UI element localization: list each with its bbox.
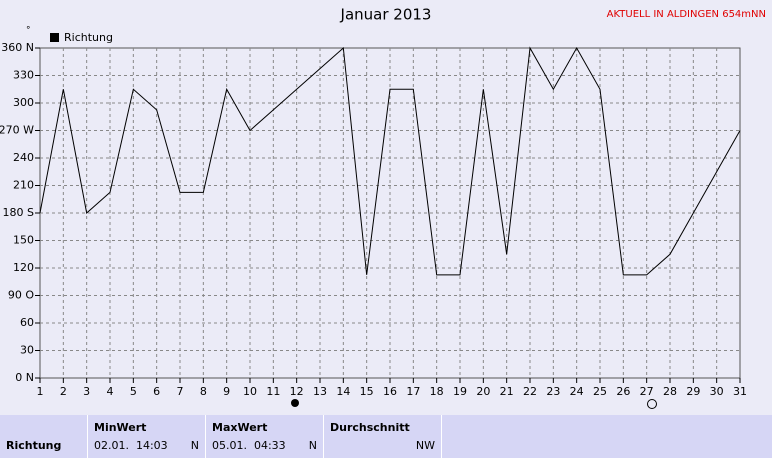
summary-table: Richtung MinWert 02.01. 14:03 N MaxWert … <box>0 415 772 458</box>
direction: N <box>190 439 199 452</box>
x-tick-label: 11 <box>266 385 280 398</box>
x-tick-label: 6 <box>153 385 160 398</box>
chart: Januar 2013 AKTUELL IN ALDINGEN 654mNN °… <box>0 6 766 409</box>
moon-new <box>647 399 657 409</box>
y-tick-label: 60 <box>20 316 34 329</box>
y-tick-label: 0 N <box>15 371 34 384</box>
x-tick-label: 20 <box>476 385 490 398</box>
y-tick-label: 330 <box>13 69 34 82</box>
y-tick-label: 360 N <box>1 41 34 54</box>
y-tick-label: 90 O <box>8 289 34 302</box>
x-tick-label: 30 <box>710 385 724 398</box>
x-tick-label: 13 <box>313 385 327 398</box>
x-tick-label: 15 <box>360 385 374 398</box>
y-tick-label: 150 <box>13 234 34 247</box>
direction: N <box>308 439 317 452</box>
legend-label: Richtung <box>64 31 113 44</box>
col-header: MinWert <box>94 421 147 434</box>
x-tick-label: 31 <box>733 385 747 398</box>
degree-sign: ° <box>26 26 31 36</box>
x-tick-label: 14 <box>336 385 350 398</box>
y-tick-label: 120 <box>13 261 34 274</box>
moon-full <box>291 399 299 407</box>
x-tick-label: 12 <box>290 385 304 398</box>
legend-swatch <box>50 33 59 42</box>
min-cell: MinWert 02.01. 14:03 N <box>88 415 206 458</box>
x-tick-label: 21 <box>500 385 514 398</box>
x-tick-label: 28 <box>663 385 677 398</box>
chart-title: Januar 2013 <box>340 6 432 24</box>
x-tick-label: 25 <box>593 385 607 398</box>
y-tick-label: 240 <box>13 151 34 164</box>
data-line <box>39 46 741 276</box>
time: 02.01. 14:03 <box>94 439 168 452</box>
x-tick-label: 27 <box>640 385 654 398</box>
x-tick-label: 17 <box>406 385 420 398</box>
avg-cell: Durchschnitt NW <box>324 415 442 458</box>
x-tick-label: 23 <box>546 385 560 398</box>
x-tick-label: 29 <box>686 385 700 398</box>
row-cell: Richtung <box>0 415 88 458</box>
y-tick-label: 270 W <box>0 124 34 137</box>
x-tick-label: 9 <box>223 385 230 398</box>
x-tick-label: 26 <box>616 385 630 398</box>
empty-cell <box>442 415 772 458</box>
x-tick-label: 22 <box>523 385 537 398</box>
x-tick-label: 10 <box>243 385 257 398</box>
col-header: Durchschnitt <box>330 421 410 434</box>
y-tick-label: 30 <box>20 344 34 357</box>
col-header: MaxWert <box>212 421 268 434</box>
x-tick-label: 1 <box>37 385 44 398</box>
x-tick-label: 24 <box>570 385 584 398</box>
direction: NW <box>415 439 435 452</box>
x-tick-label: 16 <box>383 385 397 398</box>
y-tick-label: 300 <box>13 96 34 109</box>
y-tick-label: 180 S <box>3 206 34 219</box>
x-tick-label: 3 <box>83 385 90 398</box>
x-tick-label: 5 <box>130 385 137 398</box>
x-tick-label: 4 <box>107 385 114 398</box>
x-tick-label: 18 <box>430 385 444 398</box>
x-tick-label: 2 <box>60 385 67 398</box>
time: 05.01. 04:33 <box>212 439 286 452</box>
x-tick-label: 7 <box>177 385 184 398</box>
x-tick-label: 8 <box>200 385 207 398</box>
x-tick-label: 19 <box>453 385 467 398</box>
annotation: AKTUELL IN ALDINGEN 654mNN <box>607 9 766 20</box>
y-tick-label: 210 <box>13 179 34 192</box>
max-cell: MaxWert 05.01. 04:33 N <box>206 415 324 458</box>
row-label: Richtung <box>6 439 62 452</box>
